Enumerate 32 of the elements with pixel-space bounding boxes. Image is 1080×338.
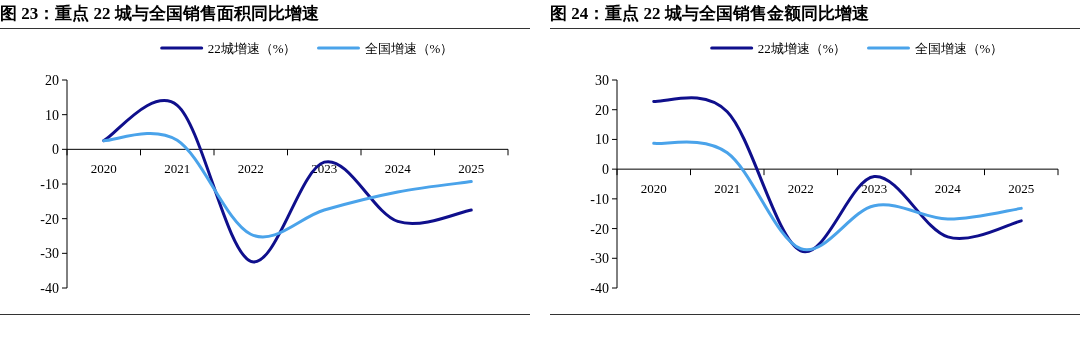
x-tick-label: 2024: [384, 161, 412, 177]
chart-title: 图 23：重点 22 城与全国销售面积同比增速: [0, 2, 530, 29]
y-tick-label: 20: [45, 73, 59, 88]
chart-title: 图 24：重点 22 城与全国销售金额同比增速: [550, 2, 1080, 29]
x-tick-label: 2023: [861, 181, 888, 197]
x-tick-label: 2025: [1008, 181, 1035, 197]
x-tick-label: 2022: [237, 161, 264, 177]
x-tick-label: 2020: [90, 161, 117, 177]
x-tick-label: 2021: [714, 181, 741, 197]
legend-label: 22城增速（%）: [757, 41, 847, 56]
legend-label: 全国增速（%）: [364, 41, 454, 56]
x-tick-label: 2025: [458, 161, 485, 177]
y-tick-label: 20: [595, 102, 609, 118]
y-tick-label: -30: [590, 251, 609, 267]
y-tick-label: 10: [45, 107, 59, 123]
y-tick-label: -40: [40, 281, 59, 296]
legend-label: 22城增速（%）: [207, 41, 297, 56]
x-tick-label: 2021: [164, 161, 191, 177]
y-tick-label: -10: [590, 191, 609, 207]
y-tick-label: -20: [40, 211, 59, 227]
y-tick-label: -40: [590, 281, 609, 296]
x-tick-label: 2020: [640, 181, 667, 197]
legend-label: 全国增速（%）: [914, 41, 1004, 56]
y-tick-label: -10: [40, 177, 59, 192]
y-tick-label: 10: [595, 132, 609, 148]
x-tick-label: 2022: [787, 181, 814, 197]
x-tick-label: 2024: [934, 181, 962, 197]
y-tick-label: 30: [595, 73, 609, 88]
y-tick-label: 0: [52, 142, 59, 158]
y-tick-label: -20: [590, 221, 609, 237]
y-tick-label: 0: [602, 162, 609, 178]
y-tick-label: -30: [40, 246, 59, 262]
